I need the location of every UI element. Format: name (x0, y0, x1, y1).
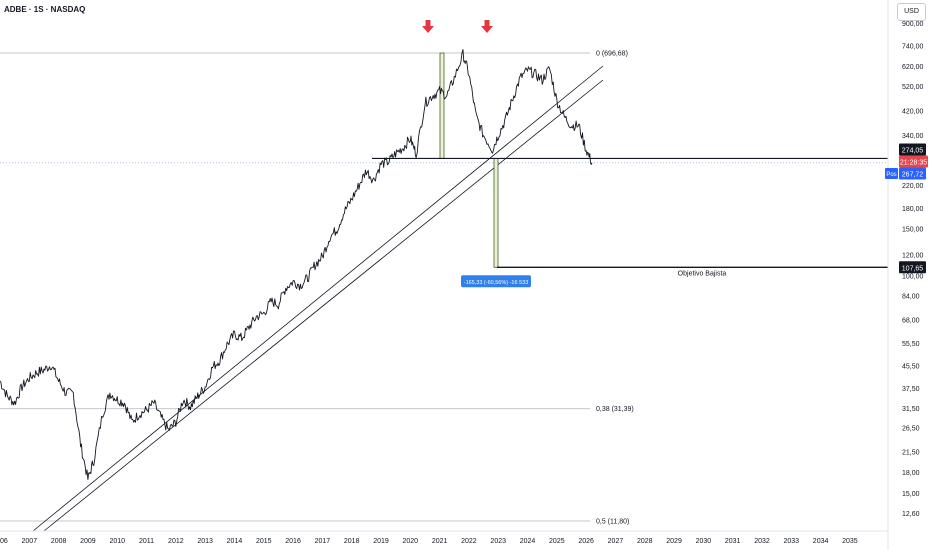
price-tag-countdown-bg (899, 155, 928, 168)
x-tick-label: 2017 (315, 538, 331, 545)
x-tick-label: 2033 (783, 538, 799, 545)
x-tick-label: 2034 (813, 538, 829, 545)
price-tag-target-bg (899, 261, 926, 274)
price-tag-position-bg (899, 167, 926, 180)
x-tick-label: 2022 (461, 538, 477, 545)
target-label: Objetivo Bajista (678, 270, 727, 277)
x-tick-label: 2031 (725, 538, 741, 545)
x-tick-label: 2016 (285, 538, 301, 545)
price-tag-countdown: 21:28:35 (900, 160, 927, 167)
symbol-title: ADBE · 1S · NASDAQ (4, 5, 86, 14)
y-tick-label: 120,00 (902, 252, 924, 259)
channel-line-upper (32, 65, 604, 532)
price-tag-target: 107,65 (902, 265, 924, 272)
y-tick-label: 100,00 (902, 273, 924, 280)
channel-layer (32, 65, 604, 532)
y-tick-label: 420,00 (902, 109, 924, 116)
x-tick-label: 2025 (549, 538, 565, 545)
measure-tooltip-bg (461, 275, 531, 288)
y-tick-label: 900,00 (902, 21, 924, 28)
x-tick-label: 2027 (608, 538, 624, 545)
x-tick-label: 2032 (754, 538, 770, 545)
x-tick-label: 2013 (197, 538, 213, 545)
arrow-down-icon (481, 20, 493, 33)
height-box-top (439, 52, 445, 159)
x-tick-label: 2007 (22, 538, 38, 545)
x-tick-label: 2030 (696, 538, 712, 545)
y-tick-label: 150,00 (902, 227, 924, 234)
y-tick-label: 340,00 (902, 133, 924, 140)
price-tag-close: 274,05 (902, 148, 924, 155)
y-tick-label: 68,00 (902, 318, 920, 325)
x-tick-label: 2024 (520, 538, 536, 545)
x-tick-label: 2021 (432, 538, 448, 545)
x-tick-label: 2011 (139, 538, 154, 545)
y-tick-label: 620,00 (902, 64, 924, 71)
y-tick-label: 15,00 (902, 491, 920, 498)
price-layer (0, 49, 593, 481)
x-tick-label: 2008 (51, 538, 67, 545)
y-tick-label: 740,00 (902, 44, 924, 51)
y-tick-label: 18,00 (902, 470, 920, 477)
fib-label: 0,38 (31,39) (596, 406, 634, 413)
y-tick-label: 180,00 (902, 206, 924, 213)
x-tick-label: 2014 (227, 538, 243, 545)
y-tick-label: 37,50 (902, 386, 920, 393)
price-line (0, 49, 593, 481)
x-tick-label: 2009 (80, 538, 96, 545)
pos-badge: Pos (886, 172, 896, 178)
price-tag-position: 267,72 (902, 172, 924, 179)
price-tag-close-bg (899, 143, 926, 156)
arrows-layer (422, 20, 493, 33)
arrow-down-icon (422, 20, 434, 33)
y-tick-label: 26,50 (902, 426, 920, 433)
channel-line-lower (43, 79, 604, 532)
currency-button[interactable]: USD (897, 3, 926, 21)
x-tick-label: 2035 (842, 538, 858, 545)
fib-layer: 0 (696,68) 0,38 (31,39) 0,5 (11,80) (0, 51, 634, 526)
x-tick-label: 2028 (637, 538, 653, 545)
y-tick-label: 84,00 (902, 293, 920, 300)
y-tick-label: 21,50 (902, 450, 920, 457)
y-tick-label: 12,60 (902, 511, 920, 518)
x-tick-label: 2026 (578, 538, 594, 545)
x-tick-label: 2023 (490, 538, 506, 545)
fib-label: 0,5 (11,80) (596, 519, 629, 526)
x-tick-label: 2019 (373, 538, 389, 545)
x-tick-label: 2029 (666, 538, 682, 545)
box-layer: -165,33 (-60,56%) -16 533 (439, 52, 531, 288)
x-tick-label: 2020 (403, 538, 419, 545)
tags-layer: 274,05 21:28:35 Pos 267,72 107,65 (885, 143, 928, 274)
y-tick-label: 31,50 (902, 406, 920, 413)
y-tick-label: 520,00 (902, 84, 924, 91)
y-tick-label: 220,00 (902, 183, 924, 190)
x-tick-label: 2018 (344, 538, 360, 545)
x-tick-label: 2006 (0, 538, 8, 545)
measure-tooltip: -165,33 (-60,56%) -16 533 (464, 280, 529, 286)
levels-layer: Objetivo Bajista (372, 157, 888, 277)
x-tick-label: 2015 (256, 538, 272, 545)
fib-label: 0 (696,68) (596, 51, 628, 58)
x-tick-label: 2012 (168, 538, 184, 545)
x-tick-label: 2010 (109, 538, 125, 545)
pos-badge-bg (885, 168, 898, 179)
height-box-projected (493, 158, 499, 268)
y-tick-label: 55,50 (902, 341, 920, 348)
y-tick-label: 45,50 (902, 364, 920, 371)
